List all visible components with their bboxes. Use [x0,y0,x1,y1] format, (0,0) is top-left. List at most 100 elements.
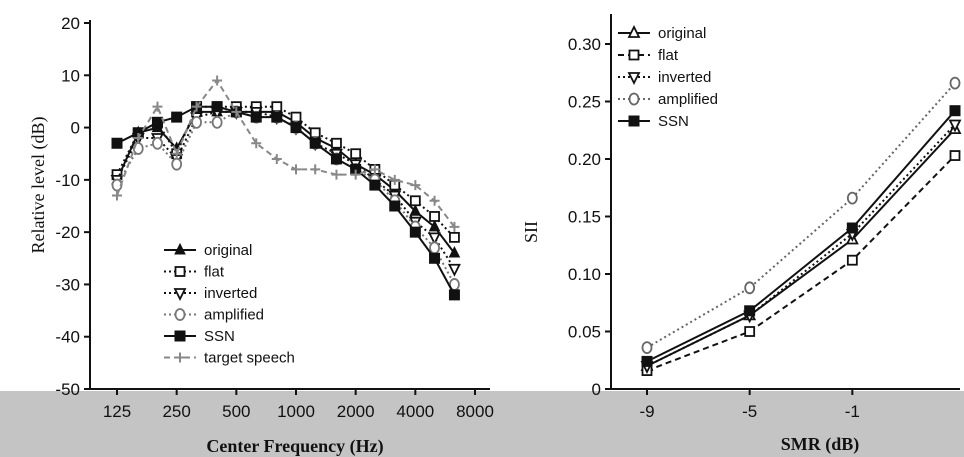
left-legend-marker-inverted [173,288,187,302]
right-point-amplified [744,281,756,295]
left-legend-label-target-speech: target speech [204,350,295,367]
left-point-flat [350,148,362,160]
left-line-inverted [116,110,456,270]
right-point-flat [846,254,858,266]
left-point-inverted [428,232,441,246]
left-x-tick-label: 4000 [396,402,434,421]
left-point-flat [409,195,421,207]
left-point-flat [271,101,283,113]
right-legend-marker-flat [628,49,640,61]
left-point-target-speech [112,190,122,201]
left-y-tick-label: 20 [61,14,80,33]
right-line-inverted [646,123,956,367]
right-legend-marker-SSN [628,115,640,127]
left-legend-flat: flat [164,264,225,281]
left-legend-amplified: amplified [164,307,264,324]
right-point-SSN [949,105,961,117]
left-point-target-speech [212,75,223,86]
right-legend-label-inverted: inverted [658,69,711,86]
left-point-SSN [271,111,283,123]
left-point-SSN [429,252,441,264]
right-legend-label-original: original [658,25,706,42]
left-point-SSN [211,101,223,113]
right-legend-marker-amplified [628,92,640,106]
left-point-amplified [211,115,223,129]
left-legend-label-inverted: inverted [204,285,257,302]
right-x-tick-label: -5 [742,402,757,421]
left-point-flat [290,111,302,123]
left-legend-marker-target-speech [175,352,185,363]
right-point-amplified [641,341,653,355]
right-legend-marker-original [627,24,641,38]
right-point-SSN [641,355,653,367]
left-point-target-speech [369,164,380,175]
right-point-SSN [744,305,756,317]
right-y-tick-label: 0.20 [568,150,601,169]
left-point-target-speech [291,164,301,175]
left-legend-inverted: inverted [164,285,257,302]
left-point-SSN [330,153,342,165]
bottom-band [0,391,964,457]
left-point-amplified [191,115,202,129]
left-legend-marker-SSN [174,330,186,342]
right-x-tick-label: -9 [639,402,654,421]
right-y-axis-title: SII [521,221,541,243]
right-point-flat [744,326,756,337]
right-point-flat [949,150,961,161]
left-point-original [448,245,461,258]
right-point-amplified [949,76,961,90]
left-point-SSN [448,289,460,301]
right-legend-SSN: SSN [618,113,689,130]
left-x-tick-label: 500 [222,402,250,421]
right-y-tick-label: 0.30 [568,35,601,54]
left-x-tick-label: 125 [103,402,131,421]
left-legend-label-original: original [204,242,252,259]
chart-right-sii: 0 0.05 0.10 0.15 0.20 0.25 0.30 -9 -5 -1 SMR (dB) S… [521,14,962,455]
right-legend-label-flat: flat [658,47,679,64]
left-point-target-speech [251,138,262,149]
right-point-SSN [846,222,858,234]
left-point-target-speech [171,148,182,159]
left-point-target-speech [152,101,163,112]
right-line-SSN [646,110,956,363]
left-point-SSN [409,226,421,238]
right-line-original [646,128,956,367]
left-x-tick-label: 250 [162,402,190,421]
left-series-original [111,104,461,258]
left-y-tick-label: -20 [55,223,80,242]
left-x-tick-label: 8000 [456,402,494,421]
left-legend-target-speech: target speech [164,350,295,367]
right-y-tick-label: 0.25 [568,93,601,112]
right-y-tick-label: 0 [592,380,601,399]
left-point-amplified [152,136,163,150]
right-legend-original: original [618,24,706,42]
left-point-flat [309,127,321,139]
left-point-SSN [171,111,183,123]
left-point-flat [449,231,460,243]
right-legend-label-amplified: amplified [658,91,718,108]
left-point-target-speech [271,153,282,164]
left-point-SSN [389,200,401,212]
left-legend-label-amplified: amplified [204,307,264,324]
left-point-flat [429,211,440,222]
right-line-amplified [646,82,956,349]
left-y-tick-label: -30 [55,275,80,294]
left-point-amplified [171,157,183,171]
left-legend-marker-flat [174,266,186,277]
right-y-tick-label: 0.05 [568,323,601,342]
left-point-target-speech [449,221,460,232]
left-legend-label-flat: flat [204,264,225,281]
right-legend-amplified: amplified [618,91,718,108]
left-y-tick-label: 0 [71,119,80,138]
left-point-target-speech [429,195,440,206]
left-point-target-speech [133,133,144,144]
left-y-tick-label: -10 [55,171,80,190]
left-x-axis-title: Center Frequency (Hz) [206,436,383,457]
left-point-target-speech [350,169,361,180]
right-y-tick-label: 0.15 [568,208,601,227]
left-point-SSN [250,111,262,123]
left-legend-original: original [164,242,252,259]
left-point-amplified [429,241,440,255]
right-line-flat [646,154,956,372]
